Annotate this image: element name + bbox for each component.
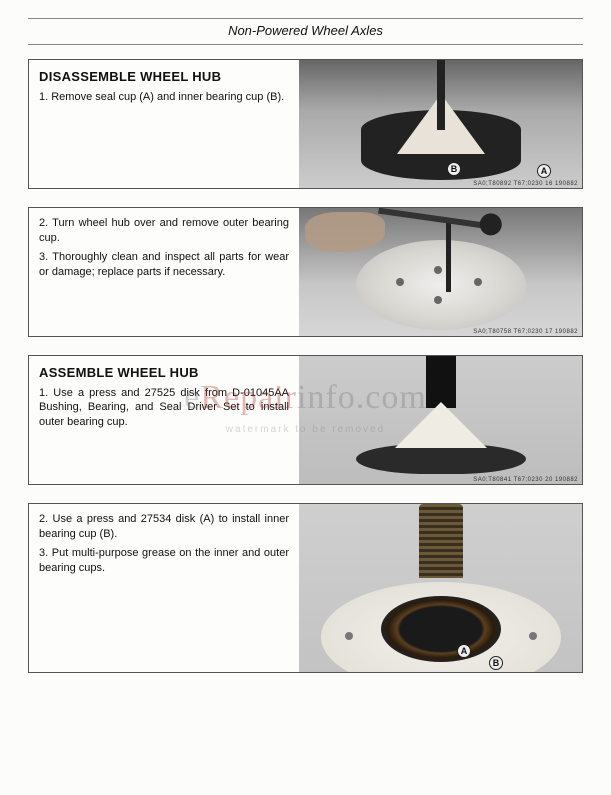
figure-caption: SA0;T80758 T67;0230 17 190882	[473, 329, 578, 335]
photo-hub-outer-cup	[299, 208, 582, 336]
figure: SA0;T80841 T67;0230 20 190882	[299, 356, 582, 484]
photo-hub-seal-removal: B A	[299, 60, 582, 188]
text-column: ASSEMBLE WHEEL HUB 1. Use a press and 27…	[29, 356, 299, 484]
figure: SA0;T80758 T67;0230 17 190882	[299, 208, 582, 336]
watermark-sub: watermark to be removed	[226, 424, 385, 435]
step-text: 2. Use a press and 27534 disk (A) to ins…	[39, 512, 289, 542]
page-title: Non-Powered Wheel Axles	[28, 23, 583, 38]
step-text: 2. Turn wheel hub over and remove outer …	[39, 216, 289, 246]
rule-bottom	[28, 44, 583, 45]
section-heading: DISASSEMBLE WHEEL HUB	[39, 68, 289, 86]
figure-caption: SA0;T80892 T67;0230 16 190882	[473, 181, 578, 187]
callout-b: B	[447, 162, 461, 176]
section-assemble-1: ASSEMBLE WHEEL HUB 1. Use a press and 27…	[28, 355, 583, 485]
text-column: DISASSEMBLE WHEEL HUB 1. Remove seal cup…	[29, 60, 299, 188]
figure: A B	[299, 504, 582, 672]
section-assemble-2: 2. Use a press and 27534 disk (A) to ins…	[28, 503, 583, 673]
figure-caption: SA0;T80841 T67;0230 20 190882	[473, 477, 578, 483]
figure: B A SA0;T80892 T67;0230 16 190882	[299, 60, 582, 188]
text-column: 2. Use a press and 27534 disk (A) to ins…	[29, 504, 299, 672]
section-heading: ASSEMBLE WHEEL HUB	[39, 364, 289, 382]
photo-press-outer-cup	[299, 356, 582, 484]
section-disassemble-2: 2. Turn wheel hub over and remove outer …	[28, 207, 583, 337]
callout-a: A	[457, 644, 471, 658]
section-disassemble-1: DISASSEMBLE WHEEL HUB 1. Remove seal cup…	[28, 59, 583, 189]
rule-top	[28, 18, 583, 19]
callout-b: B	[489, 656, 503, 670]
photo-press-inner-cup: A B	[299, 504, 582, 672]
step-text: 3. Thoroughly clean and inspect all part…	[39, 250, 289, 280]
callout-a: A	[537, 164, 551, 178]
step-text: 1. Remove seal cup (A) and inner bearing…	[39, 90, 289, 105]
manual-page: Non-Powered Wheel Axles DISASSEMBLE WHEE…	[0, 0, 611, 795]
step-text: 3. Put multi-purpose grease on the inner…	[39, 546, 289, 576]
text-column: 2. Turn wheel hub over and remove outer …	[29, 208, 299, 336]
